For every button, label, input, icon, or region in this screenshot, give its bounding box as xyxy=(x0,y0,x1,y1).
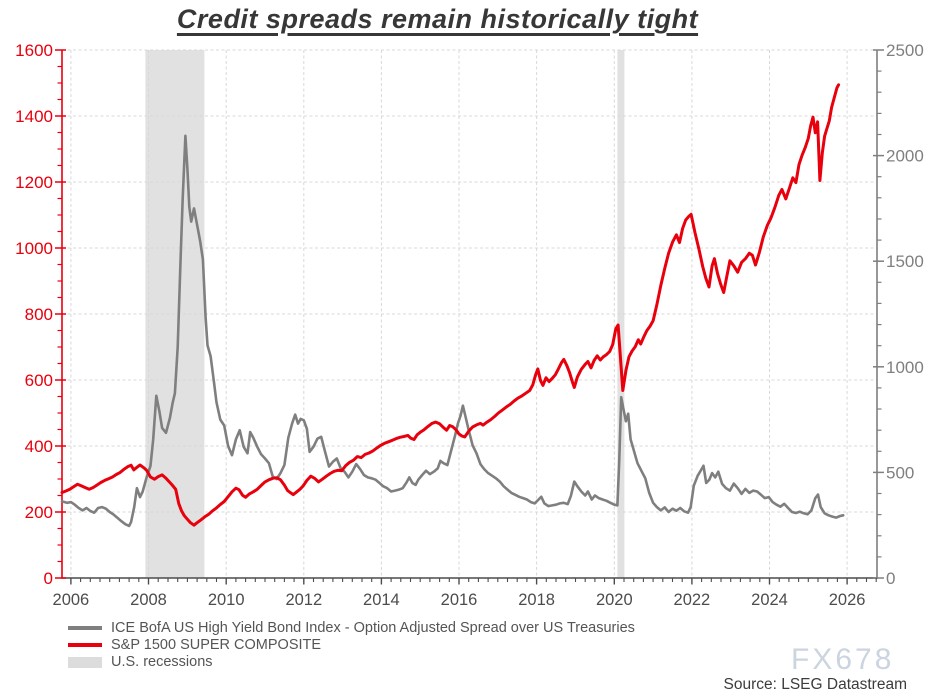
legend-label-hy-spread: ICE BofA US High Yield Bond Index - Opti… xyxy=(111,620,635,636)
svg-text:1600: 1600 xyxy=(15,41,53,60)
svg-text:2006: 2006 xyxy=(53,591,90,609)
svg-text:200: 200 xyxy=(25,503,53,522)
legend-label-recessions: U.S. recessions xyxy=(111,654,213,670)
series-lines xyxy=(60,83,845,528)
legend-item-sp1500: S&P 1500 SUPER COMPOSITE xyxy=(68,637,635,653)
legend-label-sp1500: S&P 1500 SUPER COMPOSITE xyxy=(111,637,322,653)
svg-text:800: 800 xyxy=(25,305,53,324)
svg-text:600: 600 xyxy=(25,371,53,390)
legend-item-hy-spread: ICE BofA US High Yield Bond Index - Opti… xyxy=(68,620,635,636)
red-line-swatch-icon xyxy=(68,643,102,647)
svg-text:2022: 2022 xyxy=(674,591,711,609)
svg-text:0: 0 xyxy=(886,569,895,588)
legend: ICE BofA US High Yield Bond Index - Opti… xyxy=(68,620,635,671)
axes: 0 200 400 600 800 1000 1200 1400 1600 0 500 1000 150… xyxy=(15,41,924,609)
svg-text:500: 500 xyxy=(886,463,914,482)
svg-text:2024: 2024 xyxy=(751,591,788,609)
svg-text:2026: 2026 xyxy=(829,591,866,609)
recession-box-swatch-icon xyxy=(68,656,102,668)
svg-text:1000: 1000 xyxy=(886,358,924,377)
svg-text:0: 0 xyxy=(44,569,53,588)
svg-text:400: 400 xyxy=(25,437,53,456)
svg-text:2000: 2000 xyxy=(886,147,924,166)
svg-text:2008: 2008 xyxy=(130,591,167,609)
source-label: Source: LSEG Datastream xyxy=(723,676,908,693)
svg-text:2500: 2500 xyxy=(886,41,924,60)
gray-line-swatch-icon xyxy=(68,626,102,630)
chart-title: Credit spreads remain historically tight xyxy=(176,4,699,34)
svg-text:1500: 1500 xyxy=(886,252,924,271)
svg-text:1200: 1200 xyxy=(15,173,53,192)
svg-text:1400: 1400 xyxy=(15,107,53,126)
svg-text:1000: 1000 xyxy=(15,239,53,258)
watermark: FX678 xyxy=(791,643,895,676)
svg-text:2018: 2018 xyxy=(518,591,555,609)
svg-text:2016: 2016 xyxy=(441,591,478,609)
svg-text:2020: 2020 xyxy=(596,591,633,609)
svg-text:2012: 2012 xyxy=(285,591,322,609)
legend-item-recessions: U.S. recessions xyxy=(68,654,635,670)
svg-text:2014: 2014 xyxy=(363,591,400,609)
svg-text:2010: 2010 xyxy=(208,591,245,609)
